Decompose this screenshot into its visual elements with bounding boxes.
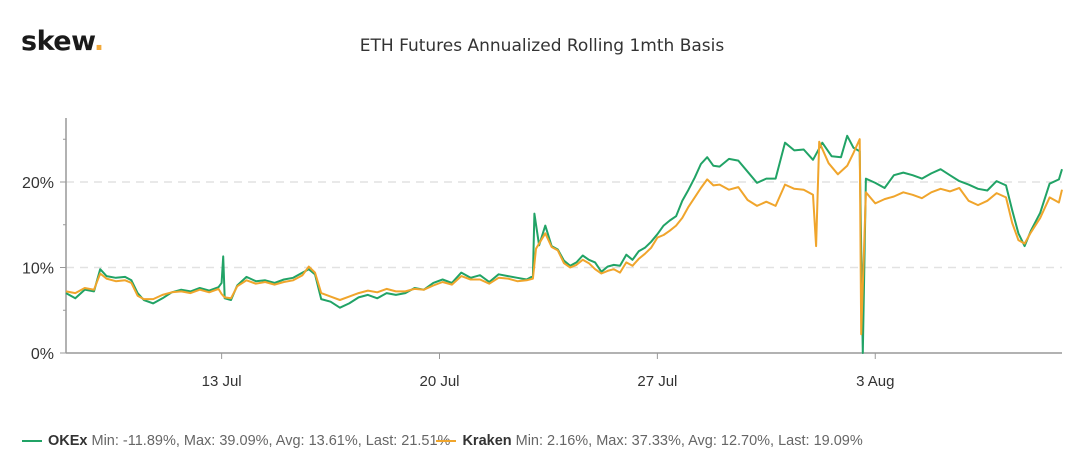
logo-dot: . (93, 26, 104, 57)
x-tick-label: 3 Aug (856, 373, 894, 390)
y-tick-label: 0% (31, 346, 54, 363)
y-tick-label: 20% (22, 175, 54, 192)
y-tick-label: 10% (22, 261, 54, 278)
legend-item-kraken[interactable]: Kraken Min: 2.16%, Max: 37.33%, Avg: 12.… (436, 433, 863, 449)
legend-item-okex[interactable]: OKEx Min: -11.89%, Max: 39.09%, Avg: 13.… (22, 433, 450, 449)
x-tick-label: 27 Jul (637, 373, 677, 390)
legend-okex-stats: Min: -11.89%, Max: 39.09%, Avg: 13.61%, … (91, 433, 451, 449)
legend-okex-name: OKEx (48, 433, 88, 449)
x-tick-label: 13 Jul (202, 373, 242, 390)
skew-logo: skew. (21, 26, 104, 57)
kraken-swatch-icon (436, 440, 457, 442)
logo-text: skew (21, 26, 94, 57)
series-okex-line (65, 134, 1063, 354)
legend-kraken-stats: Min: 2.16%, Max: 37.33%, Avg: 12.70%, La… (515, 433, 863, 449)
okex-swatch-icon (22, 440, 42, 442)
legend-kraken-name: Kraken (462, 433, 512, 449)
chart-title: ETH Futures Annualized Rolling 1mth Basi… (0, 36, 1072, 56)
legend: OKEx Min: -11.89%, Max: 39.09%, Avg: 13.… (22, 430, 863, 449)
x-tick-label: 20 Jul (419, 373, 459, 390)
series-kraken-line (65, 138, 1063, 336)
chart-title-text: ETH Futures Annualized Rolling 1mth Basi… (359, 36, 725, 56)
